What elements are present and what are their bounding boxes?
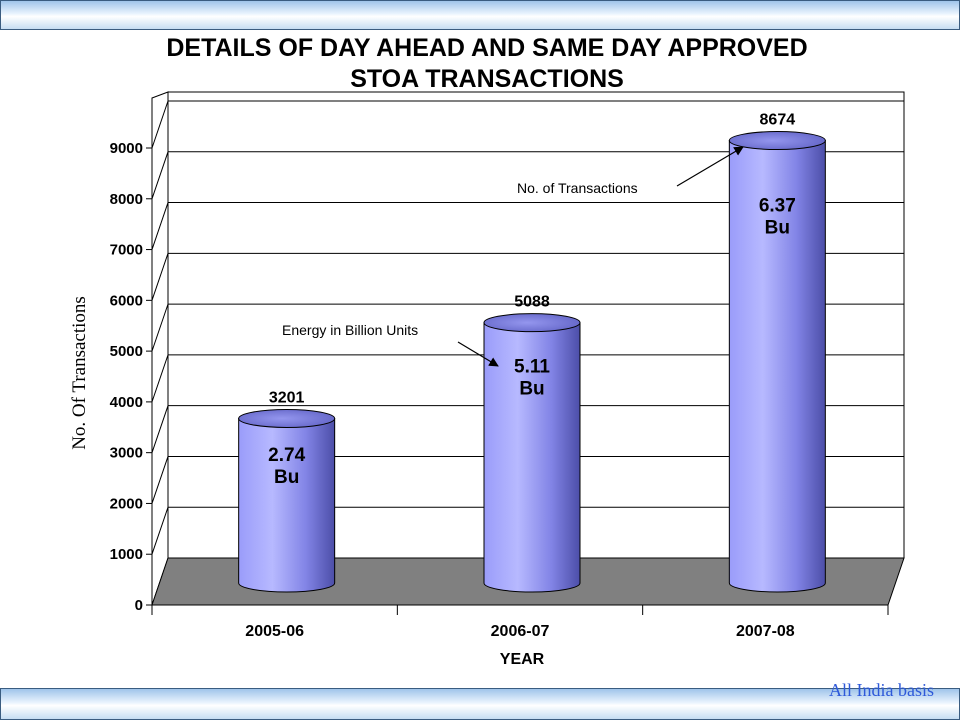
y-axis-label: No. Of Transactions	[69, 296, 90, 450]
y-tick-label: 6000	[110, 292, 143, 309]
footer-note: All India basis	[829, 680, 934, 700]
y-tick-label: 9000	[110, 140, 143, 157]
y-tick-label: 8000	[110, 191, 143, 208]
y-tick-label: 1000	[110, 546, 143, 563]
bar-energy-unit: Bu	[274, 467, 299, 488]
gridline-diag	[151, 303, 169, 352]
gridline-diag	[151, 456, 169, 504]
side-wall	[151, 91, 169, 606]
top-banner	[0, 0, 960, 30]
bottom-banner	[0, 688, 960, 720]
transactions-annotation-arrow	[676, 146, 744, 187]
gridline-diag	[151, 354, 169, 403]
gridline-diag	[151, 405, 169, 453]
x-tick-label: 2005-06	[245, 623, 304, 640]
x-tick-label: 2007-08	[736, 623, 795, 640]
y-axis-ticks: 0 1000 2000 3000 4000 5000 6000 7000 8000 9000	[110, 98, 153, 614]
bar-value-label: 5088	[514, 294, 550, 311]
y-tick-label: 4000	[110, 394, 143, 411]
gridline-diag	[151, 507, 169, 555]
bar-energy-unit: Bu	[519, 379, 544, 400]
y-tick-label: 0	[135, 597, 143, 614]
bar-body	[728, 140, 826, 593]
x-axis-ticks: 2005-06 2006-07 2007-08	[151, 605, 889, 640]
bar-energy-value: 5.11	[514, 357, 550, 378]
gridline-diag	[151, 151, 169, 199]
x-axis-label: YEAR	[500, 651, 545, 668]
y-tick-label: 5000	[110, 343, 143, 360]
chart-title-line-2: STOA TRANSACTIONS	[350, 65, 624, 93]
y-tick-label: 7000	[110, 242, 143, 259]
chart-title-line-1: DETAILS OF DAY AHEAD AND SAME DAY APPROV…	[166, 34, 807, 62]
bar-cap	[483, 313, 581, 333]
y-tick-label: 2000	[110, 495, 143, 512]
bar-energy-unit: Bu	[765, 217, 790, 238]
bar-value-label: 8674	[760, 112, 796, 129]
bar-cap	[728, 131, 826, 151]
bar-body	[238, 417, 336, 593]
transactions-annotation: No. of Transactions	[517, 180, 638, 196]
energy-annotation: Energy in Billion Units	[282, 322, 418, 338]
x-tick-label: 2006-07	[491, 623, 550, 640]
bar-energy-value: 2.74	[268, 445, 305, 466]
bar-cap	[238, 408, 336, 428]
bar-value-label: 3201	[269, 389, 305, 406]
gridline-diag	[151, 100, 169, 149]
y-tick-label: 3000	[110, 445, 143, 462]
gridline-diag	[151, 253, 169, 301]
gridline-diag	[151, 202, 169, 250]
bar-body	[483, 322, 581, 593]
bar-energy-value: 6.37	[759, 195, 796, 216]
energy-annotation-arrow	[457, 341, 499, 367]
